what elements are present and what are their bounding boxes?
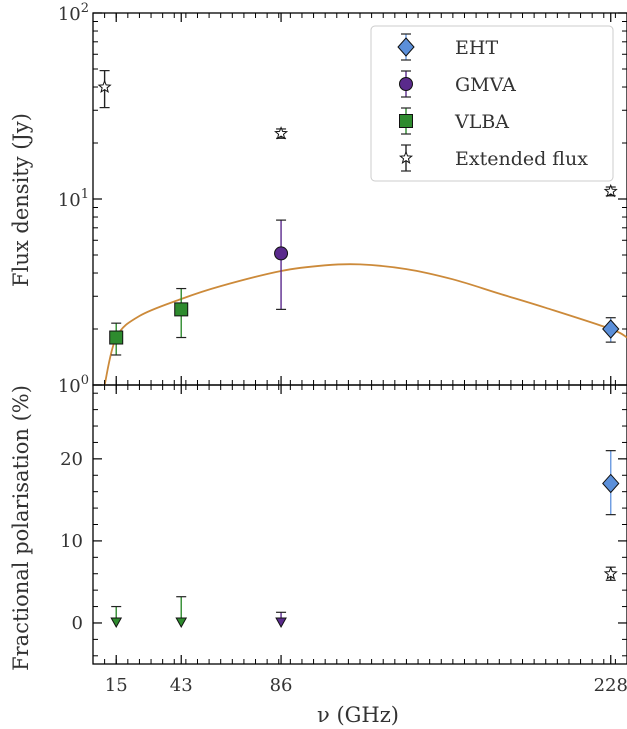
model-curve: [105, 264, 627, 385]
data-point-eht: [603, 474, 619, 492]
legend-marker-vlba: [400, 115, 413, 128]
y-tick-label: 10: [60, 531, 83, 552]
polarisation-panel: 15 43 86 228 0 10 20: [60, 376, 627, 696]
y-axis-label-polarisation: Fractional polarisation (%): [9, 385, 33, 671]
x-axis-label: ν (GHz): [317, 703, 399, 727]
upper-limit-marker-vlba: [176, 618, 186, 627]
data-point-vlba: [110, 331, 123, 344]
data-point-gmva: [275, 247, 288, 260]
y-tick-label: 102: [58, 1, 89, 25]
data-point-eht: [603, 320, 619, 338]
legend: EHT GMVA VLBA Extended flux: [371, 26, 613, 181]
x-tick-label: 15: [105, 675, 128, 696]
legend-label: EHT: [455, 37, 498, 59]
legend-label: Extended flux: [455, 148, 588, 170]
data-point-vlba: [175, 303, 188, 316]
y-tick-label: 0: [72, 613, 83, 634]
x-tick-label: 228: [594, 675, 627, 696]
plot-frame-bottom: [93, 385, 627, 664]
y-axis-label-flux: Flux density (Jy): [9, 113, 33, 287]
x-tick-label: 43: [170, 675, 193, 696]
legend-label: VLBA: [454, 111, 509, 133]
upper-limit-marker-gmva: [276, 618, 286, 627]
y-tick-label: 101: [58, 187, 89, 211]
upper-limit-marker-vlba: [111, 618, 121, 627]
legend-label: GMVA: [455, 74, 516, 96]
y-tick-label: 100: [58, 373, 89, 397]
x-tick-label: 86: [270, 675, 293, 696]
legend-marker-gmva: [400, 78, 413, 91]
y-tick-label: 20: [60, 449, 83, 470]
